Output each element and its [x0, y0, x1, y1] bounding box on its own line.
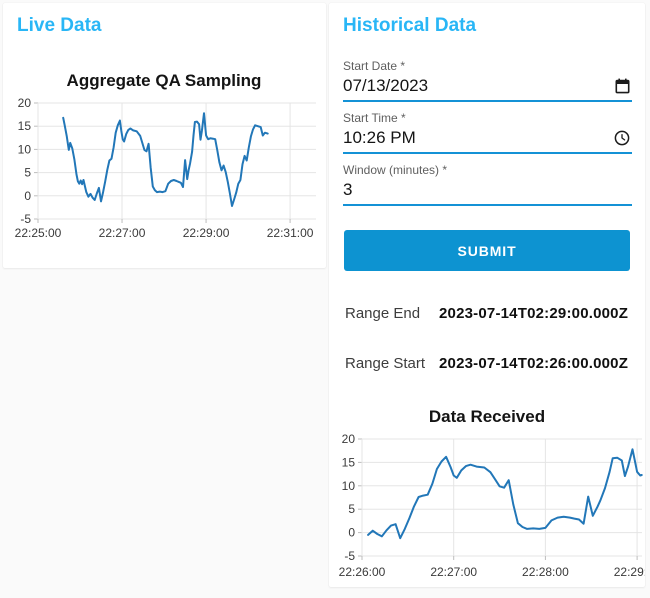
start-date-value: 07/13/2023 — [343, 76, 429, 95]
svg-text:-5: -5 — [344, 549, 355, 563]
clock-icon[interactable] — [614, 130, 630, 146]
svg-text:0: 0 — [348, 526, 355, 540]
historical-form: Start Date * 07/13/2023 Start Time * 10:… — [329, 39, 645, 206]
svg-text:Data Received: Data Received — [429, 407, 545, 426]
window-minutes-field: Window (minutes) * 3 — [343, 163, 632, 206]
svg-text:5: 5 — [348, 502, 355, 516]
svg-text:5: 5 — [24, 166, 31, 180]
start-date-label: Start Date * — [343, 59, 406, 73]
svg-text:10: 10 — [18, 142, 32, 156]
start-date-input[interactable]: 07/13/2023 — [343, 74, 632, 102]
start-time-value: 10:26 PM — [343, 128, 416, 147]
start-time-input[interactable]: 10:26 PM — [343, 126, 632, 154]
svg-text:20: 20 — [18, 96, 32, 110]
svg-text:10: 10 — [342, 479, 356, 493]
svg-text:-5: -5 — [20, 212, 31, 226]
live-data-heading: Live Data — [17, 15, 102, 36]
range-start-value: 2023-07-14T02:26:00.000Z — [439, 355, 629, 372]
window-minutes-value: 3 — [343, 180, 353, 199]
live-data-panel: Live Data -5 0 5 10 15 20 22:25:00 22:27:00 22:2… — [3, 3, 326, 268]
window-minutes-input[interactable]: 3 — [343, 178, 632, 206]
range-end-row: Range End 2023-07-14T02:29:00.000Z — [345, 305, 645, 322]
range-start-label: Range Start — [345, 355, 426, 372]
historical-data-panel: Historical Data Start Date * 07/13/2023 … — [329, 3, 645, 587]
svg-text:0: 0 — [24, 189, 31, 203]
start-time-label: Start Time * — [343, 111, 406, 125]
svg-text:15: 15 — [18, 119, 32, 133]
submit-button[interactable]: SUBMIT — [344, 230, 630, 271]
range-end-value: 2023-07-14T02:29:00.000Z — [439, 305, 629, 322]
historical-data-heading: Historical Data — [343, 15, 477, 36]
svg-text:22:27:00: 22:27:00 — [99, 226, 146, 240]
window-minutes-label: Window (minutes) * — [343, 163, 448, 177]
start-date-field: Start Date * 07/13/2023 — [343, 59, 632, 102]
svg-text:22:28:00: 22:28:00 — [522, 565, 569, 579]
range-start-row: Range Start 2023-07-14T02:26:00.000Z — [345, 355, 645, 372]
data-received-chart: -5 0 5 10 15 20 22:26:00 22:27:00 22:28:00 22:29:… — [339, 407, 645, 579]
svg-text:22:25:00: 22:25:00 — [15, 226, 62, 240]
aggregate-qa-sampling-chart: -5 0 5 10 15 20 22:25:00 22:27:00 22:29:00 22:31:… — [15, 71, 316, 240]
svg-text:22:29:00: 22:29:00 — [183, 226, 230, 240]
svg-text:22:27:00: 22:27:00 — [430, 565, 477, 579]
svg-text:22:31:00: 22:31:00 — [267, 226, 314, 240]
svg-text:20: 20 — [342, 432, 356, 446]
range-end-label: Range End — [345, 305, 421, 322]
svg-text:22:26:00: 22:26:00 — [339, 565, 386, 579]
svg-text:22:29:00: 22:29:00 — [614, 565, 645, 579]
svg-text:Aggregate QA Sampling: Aggregate QA Sampling — [67, 71, 262, 90]
start-time-field: Start Time * 10:26 PM — [343, 111, 632, 154]
svg-text:15: 15 — [342, 455, 356, 469]
calendar-icon[interactable] — [615, 78, 630, 94]
